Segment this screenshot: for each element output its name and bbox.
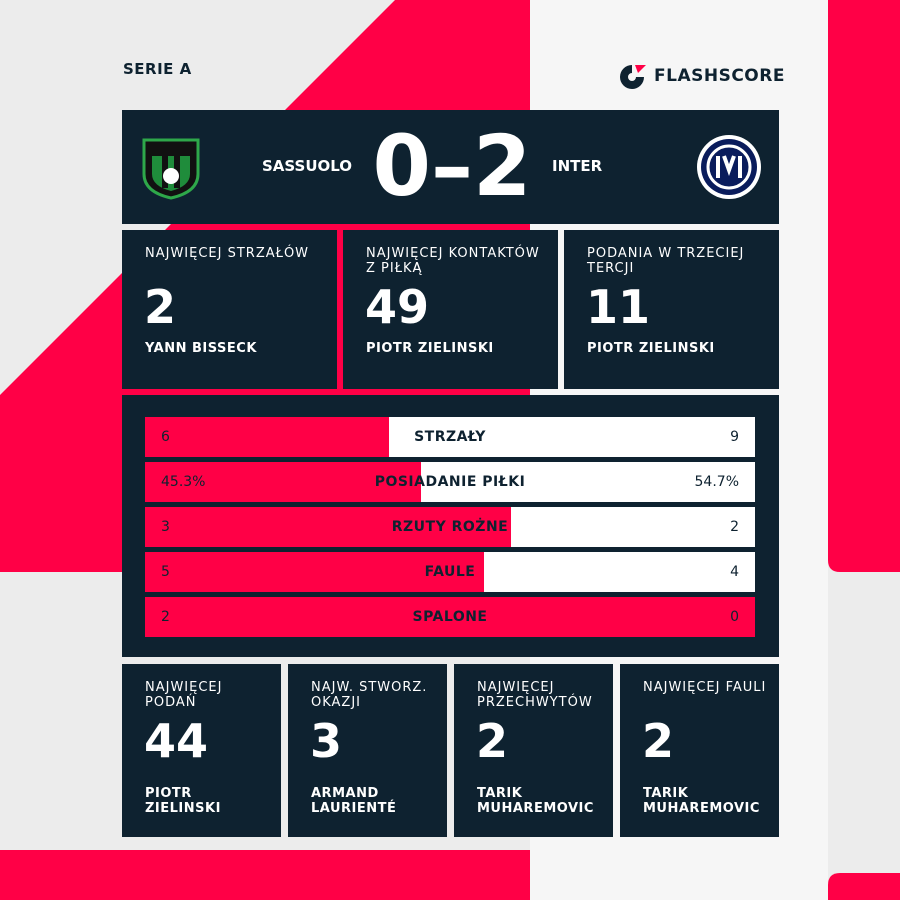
- home-value: 3: [161, 519, 170, 535]
- home-value: 6: [161, 429, 170, 445]
- stat-card: NAJW. STWORZ. OKAZJI 3 ARMAND LAURIENTÉ: [288, 664, 447, 837]
- home-share: [145, 597, 755, 637]
- home-value: 45.3%: [161, 474, 206, 490]
- home-value: 5: [161, 564, 170, 580]
- card-title: NAJW. STWORZ. OKAZJI: [311, 680, 428, 710]
- card-value: 2: [144, 280, 177, 334]
- away-value: 2: [730, 519, 739, 535]
- stat-name: STRZAŁY: [414, 429, 486, 445]
- card-title: NAJWIĘCEJ PODAŃ: [145, 680, 223, 710]
- stat-name: FAULE: [424, 564, 476, 580]
- away-value: 9: [730, 429, 739, 445]
- bg-stripe: [0, 850, 530, 900]
- brand: FLASHSCORE: [654, 66, 785, 86]
- comparison-bar: 5 FAULE 4: [145, 552, 755, 592]
- card-player: TARIK MUHAREMOVIC: [643, 786, 760, 816]
- stats-panel: 6 STRZAŁY 9 45.3% POSIADANIE PIŁKI 54.7% 3 RZUT…: [122, 395, 779, 657]
- home-share: [145, 507, 511, 547]
- stat-name: SPALONE: [412, 609, 488, 625]
- home-share: [145, 462, 422, 502]
- card-value: 3: [310, 714, 343, 768]
- stat-card: NAJWIĘCEJ PODAŃ 44 PIOTR ZIELINSKI: [122, 664, 281, 837]
- away-team: INTER: [552, 157, 603, 175]
- card-title: NAJWIĘCEJ PRZECHWYTÓW: [477, 680, 593, 710]
- score: 0–2: [372, 117, 532, 215]
- card-title: NAJWIĘCEJ FAULI: [643, 680, 767, 695]
- home-value: 2: [161, 609, 170, 625]
- comparison-bar: 2 SPALONE 0: [145, 597, 755, 637]
- away-value: 54.7%: [694, 474, 739, 490]
- score-panel: SASSUOLO 0–2 INTER: [122, 110, 779, 224]
- bg-stripe: [828, 0, 900, 572]
- stat-name: RZUTY ROŻNE: [391, 519, 509, 535]
- home-team: SASSUOLO: [262, 157, 353, 175]
- card-value: 2: [642, 714, 675, 768]
- away-logo: [697, 135, 761, 199]
- card-player: PIOTR ZIELINSKI: [587, 341, 715, 356]
- card-player: YANN BISSECK: [145, 341, 257, 356]
- comparison-bar: 3 RZUTY ROŻNE 2: [145, 507, 755, 547]
- home-share: [145, 417, 389, 457]
- away-value: 0: [730, 609, 739, 625]
- comparison-bar: 45.3% POSIADANIE PIŁKI 54.7%: [145, 462, 755, 502]
- stat-card: NAJWIĘCEJ KONTAKTÓW Z PIŁKĄ 49 PIOTR ZIELI…: [343, 230, 558, 389]
- card-title: NAJWIĘCEJ STRZAŁÓW: [145, 246, 310, 261]
- card-value: 44: [144, 714, 209, 768]
- card-title: PODANIA W TRZECIEJ TERCJI: [587, 246, 745, 276]
- card-player: PIOTR ZIELINSKI: [366, 341, 494, 356]
- card-player: ARMAND LAURIENTÉ: [311, 786, 397, 816]
- comparison-bar: 6 STRZAŁY 9: [145, 417, 755, 457]
- stat-card: NAJWIĘCEJ STRZAŁÓW 2 YANN BISSECK: [122, 230, 337, 389]
- home-logo: [142, 138, 200, 200]
- card-value: 11: [586, 280, 651, 334]
- stat-card: PODANIA W TRZECIEJ TERCJI 11 PIOTR ZIELINS…: [564, 230, 779, 389]
- away-value: 4: [730, 564, 739, 580]
- competition: SERIE A: [123, 60, 192, 78]
- card-player: TARIK MUHAREMOVIC: [477, 786, 594, 816]
- bg-stripe: [828, 873, 900, 900]
- stat-name: POSIADANIE PIŁKI: [374, 474, 526, 490]
- stat-card: NAJWIĘCEJ FAULI 2 TARIK MUHAREMOVIC: [620, 664, 779, 837]
- card-player: PIOTR ZIELINSKI: [145, 786, 221, 816]
- card-value: 49: [365, 280, 430, 334]
- brand-icon: [620, 65, 646, 89]
- stat-card: NAJWIĘCEJ PRZECHWYTÓW 2 TARIK MUHAREMOVIC: [454, 664, 613, 837]
- card-value: 2: [476, 714, 509, 768]
- card-title: NAJWIĘCEJ KONTAKTÓW Z PIŁKĄ: [366, 246, 540, 276]
- home-share: [145, 552, 484, 592]
